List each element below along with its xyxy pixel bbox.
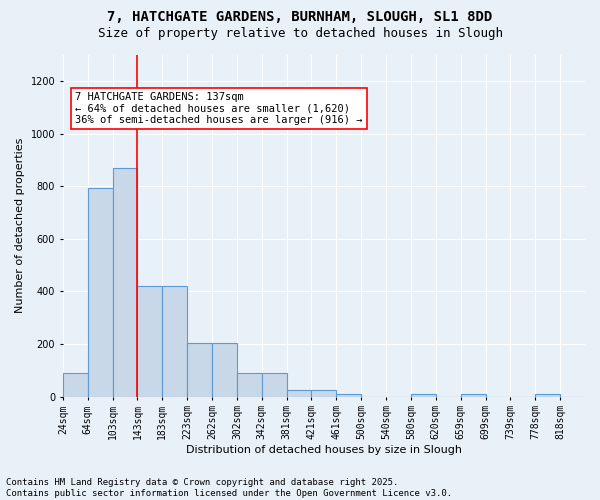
Bar xyxy=(311,390,337,396)
Bar xyxy=(113,168,137,396)
Y-axis label: Number of detached properties: Number of detached properties xyxy=(15,138,25,314)
Bar xyxy=(187,342,212,396)
Bar xyxy=(337,394,361,396)
Bar xyxy=(162,286,187,397)
Bar xyxy=(535,394,560,396)
Bar xyxy=(461,394,485,396)
Bar xyxy=(411,394,436,396)
Bar xyxy=(287,390,311,396)
X-axis label: Distribution of detached houses by size in Slough: Distribution of detached houses by size … xyxy=(186,445,462,455)
Bar xyxy=(262,373,287,396)
Bar xyxy=(137,286,162,397)
Bar xyxy=(63,373,88,396)
Text: 7 HATCHGATE GARDENS: 137sqm
← 64% of detached houses are smaller (1,620)
36% of : 7 HATCHGATE GARDENS: 137sqm ← 64% of det… xyxy=(75,92,363,125)
Bar xyxy=(237,373,262,396)
Bar xyxy=(212,342,237,396)
Text: 7, HATCHGATE GARDENS, BURNHAM, SLOUGH, SL1 8DD: 7, HATCHGATE GARDENS, BURNHAM, SLOUGH, S… xyxy=(107,10,493,24)
Text: Contains HM Land Registry data © Crown copyright and database right 2025.
Contai: Contains HM Land Registry data © Crown c… xyxy=(6,478,452,498)
Bar xyxy=(88,188,113,396)
Text: Size of property relative to detached houses in Slough: Size of property relative to detached ho… xyxy=(97,28,503,40)
